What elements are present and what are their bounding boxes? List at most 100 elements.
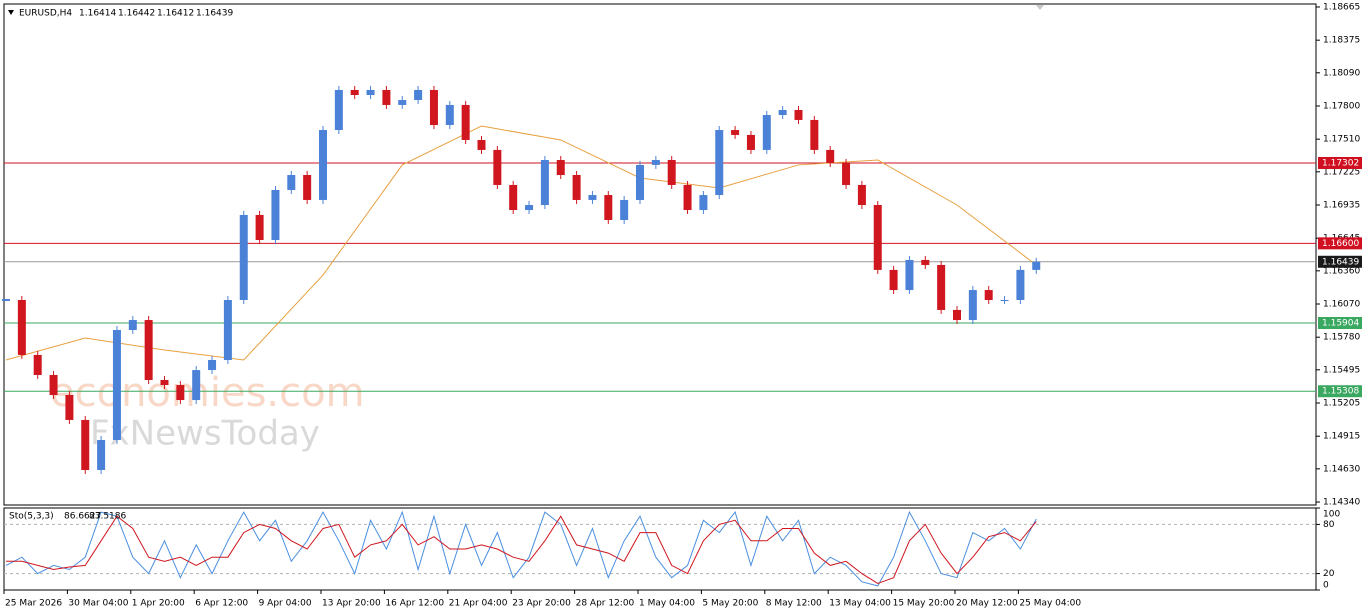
shift-marker <box>1036 5 1044 10</box>
candle <box>176 385 185 401</box>
x-tick-label: 6 Apr 12:00 <box>195 599 248 609</box>
candle <box>889 269 898 291</box>
candle <box>699 195 708 211</box>
candle <box>287 175 296 191</box>
candle <box>223 299 232 360</box>
candle <box>525 204 534 211</box>
candle <box>17 299 26 355</box>
y-tick-label: 1.14630 <box>1323 464 1360 474</box>
candle <box>937 264 946 310</box>
level-label: 1.16600 <box>1322 239 1359 249</box>
candle <box>208 359 217 371</box>
candle <box>97 439 106 470</box>
x-tick-label: 1 May 04:00 <box>639 599 695 609</box>
candle <box>255 214 264 241</box>
x-tick-label: 15 May 20:00 <box>893 599 955 609</box>
candle <box>746 134 755 150</box>
stochastic-line <box>5 510 1037 587</box>
candle <box>540 160 549 205</box>
candle <box>192 370 201 401</box>
candle <box>509 184 518 211</box>
candle <box>905 259 914 291</box>
close-price: 1.16439 <box>196 9 233 19</box>
candle <box>1032 261 1041 270</box>
level-label-box <box>1318 385 1362 398</box>
candle <box>953 309 961 321</box>
candle <box>445 104 454 125</box>
candle <box>794 109 803 120</box>
y-tick-label: 1.18090 <box>1323 68 1360 78</box>
candle <box>112 329 121 440</box>
level-label-box <box>1318 317 1362 330</box>
level-label-box <box>1318 156 1362 169</box>
level-label-box <box>1318 255 1362 268</box>
candle <box>1016 269 1025 300</box>
candle <box>271 190 280 241</box>
candle <box>65 395 74 420</box>
high-price: 1.16442 <box>118 9 155 19</box>
candle <box>636 164 644 200</box>
candle <box>572 175 581 200</box>
candle <box>968 290 977 321</box>
candle <box>128 320 137 330</box>
menu-arrow[interactable] <box>8 10 14 15</box>
level-label-box <box>1318 237 1362 250</box>
candle <box>620 199 629 220</box>
candle <box>49 374 58 396</box>
y-tick-label: 1.18375 <box>1323 36 1360 46</box>
candle <box>461 104 470 140</box>
x-tick-label: 1 Apr 20:00 <box>132 599 185 609</box>
x-tick-label: 8 May 12:00 <box>766 599 822 609</box>
watermark: FxNewsToday <box>90 414 320 454</box>
y-tick-label: 1.17510 <box>1323 135 1360 145</box>
candle <box>857 184 866 205</box>
symbol: EURUSD,H4 <box>19 9 72 19</box>
x-tick-label: 28 Apr 12:00 <box>576 599 635 609</box>
candle <box>810 119 819 150</box>
candle <box>303 175 312 200</box>
low-price: 1.16412 <box>157 9 194 19</box>
candle <box>715 130 724 196</box>
y-tick-label: 1.15780 <box>1323 333 1360 343</box>
candle <box>239 214 248 300</box>
candle <box>81 419 90 470</box>
y-tick-label: 1.15495 <box>1323 365 1360 375</box>
candle <box>556 160 565 176</box>
candle <box>429 89 438 125</box>
candle <box>398 100 407 105</box>
level-label: 1.17302 <box>1322 158 1359 168</box>
candle <box>382 89 391 105</box>
y-tick-label: 20 <box>1323 569 1335 579</box>
candle <box>588 195 597 200</box>
y-tick-label: 1.16935 <box>1323 200 1360 210</box>
level-label: 1.15308 <box>1322 387 1359 397</box>
candle <box>826 149 835 163</box>
indicator-main: 86.6627 <box>64 512 101 522</box>
x-tick-label: 5 May 20:00 <box>702 599 758 609</box>
candle <box>350 89 359 95</box>
candle <box>604 195 613 220</box>
candle <box>160 380 169 386</box>
x-tick-label: 25 May 04:00 <box>1019 599 1081 609</box>
y-tick-label: 0 <box>1323 581 1329 591</box>
y-tick-label: 1.14915 <box>1323 432 1360 442</box>
x-tick-label: 23 Apr 20:00 <box>512 599 571 609</box>
y-tick-label: 80 <box>1323 520 1335 530</box>
y-tick-label: 100 <box>1323 510 1340 520</box>
candle <box>731 130 740 135</box>
candle <box>762 115 771 150</box>
candle <box>493 149 502 185</box>
x-tick-label: 13 Apr 20:00 <box>322 599 381 609</box>
indicator-panel <box>3 507 1317 591</box>
y-tick-label: 1.14340 <box>1323 498 1360 508</box>
candle <box>778 109 787 116</box>
y-tick-label: 1.17800 <box>1323 101 1360 111</box>
candle <box>984 290 993 300</box>
y-tick-label: 1.16360 <box>1323 266 1360 276</box>
candle <box>477 139 486 150</box>
candle <box>683 184 692 211</box>
candle <box>1000 299 1009 301</box>
candle <box>414 89 423 101</box>
x-tick-label: 20 May 12:00 <box>956 599 1018 609</box>
